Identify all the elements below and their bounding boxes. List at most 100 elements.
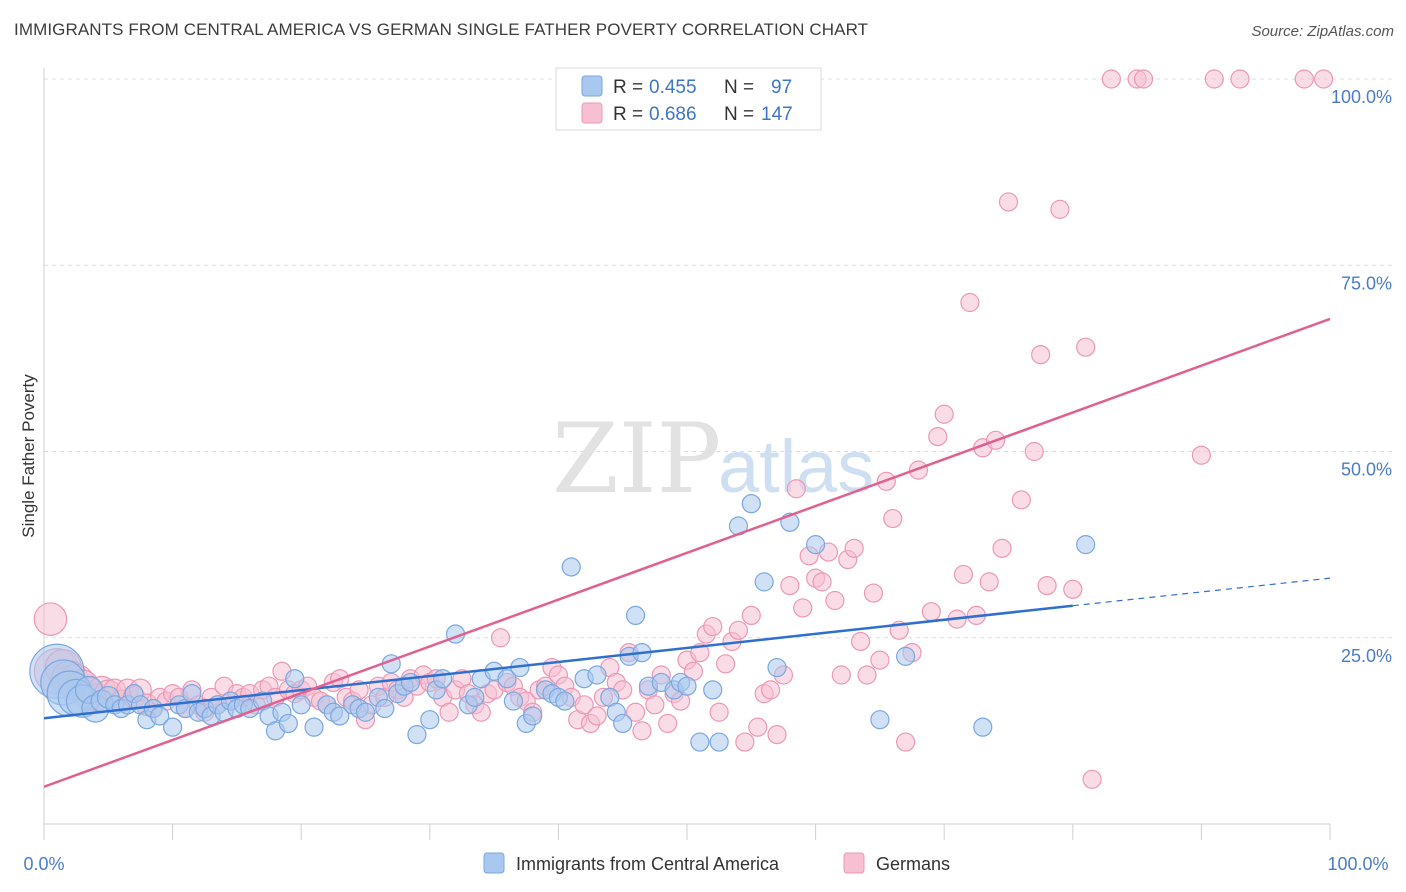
- central-america-point-75: [625, 605, 646, 626]
- central-america-point-34: [278, 713, 298, 734]
- trend-lines: [43, 317, 1331, 788]
- germans-point-160: [1204, 69, 1224, 89]
- bottom-legend-swatch-blue: [483, 852, 505, 874]
- central-america-point-17: [163, 717, 183, 737]
- germans-point-155: [1082, 769, 1102, 789]
- germans-point-161: [1230, 69, 1250, 89]
- legend-r-label-1: R =: [613, 77, 643, 98]
- germans-point-96: [658, 713, 678, 734]
- germans-point-152: [1050, 199, 1070, 219]
- germans-point-94: [645, 695, 665, 715]
- germans-point-91: [625, 702, 646, 722]
- y-axis-label: Single Father Poverty: [19, 374, 38, 538]
- x-tick-label-max: 100.0%: [1327, 854, 1388, 874]
- y-tick-label-75: 75.0%: [1341, 273, 1392, 293]
- legend-r-label-2: R =: [613, 104, 643, 125]
- chart-title: IMMIGRANTS FROM CENTRAL AMERICA VS GERMA…: [14, 20, 869, 39]
- legend-swatch-pink: [581, 102, 603, 124]
- legend-swatch-blue: [581, 75, 603, 97]
- central-america-point-73: [613, 713, 633, 734]
- central-america-point-86: [741, 494, 761, 514]
- legend-n-label-2: N =: [724, 104, 754, 125]
- central-america-point-50: [407, 724, 427, 745]
- y-tick-label-100: 100.0%: [1331, 87, 1392, 107]
- central-america-point-20: [182, 684, 202, 704]
- legend-n-value-1: 97: [771, 77, 792, 98]
- germans-point-104: [709, 702, 729, 722]
- germans-point-122: [825, 590, 845, 611]
- germans-point-163: [1313, 69, 1334, 89]
- germans-point-103: [703, 616, 723, 637]
- trend-line-central-america: [43, 604, 1073, 720]
- germans-point-150: [1031, 345, 1051, 365]
- central-america-point-36: [291, 695, 311, 715]
- bottom-legend-swatch-pink: [843, 852, 865, 874]
- germans-point-120: [812, 572, 832, 592]
- germans-point-116: [786, 479, 806, 499]
- central-america-point-81: [677, 676, 697, 696]
- germans-point-135: [908, 460, 929, 480]
- germans-point-70: [490, 628, 511, 648]
- central-america-point-53: [433, 669, 453, 689]
- germans-point-112: [760, 680, 781, 700]
- central-america-point-70: [587, 665, 607, 685]
- germans-point-162: [1294, 69, 1314, 89]
- germans-point-137: [928, 427, 948, 447]
- germans-point-158: [1133, 69, 1154, 89]
- germans-point-127: [857, 665, 877, 685]
- central-america-point-92: [896, 646, 916, 666]
- central-america-point-43: [355, 702, 376, 722]
- germans-point-136: [921, 602, 941, 622]
- germans-point-131: [883, 508, 903, 529]
- y-tick-label-50: 50.0%: [1341, 460, 1392, 480]
- germans-point-107: [728, 620, 749, 640]
- bottom-legend: Immigrants from Central America Germans: [483, 852, 950, 874]
- bottom-legend-label-blue: Immigrants from Central America: [516, 854, 780, 874]
- central-america-point-45: [375, 698, 395, 719]
- central-america-point-91: [870, 710, 890, 730]
- y-tick-label-25: 25.0%: [1341, 646, 1392, 666]
- central-america-point-93: [973, 717, 993, 737]
- central-america-point-59: [497, 669, 517, 689]
- central-america-point-67: [555, 691, 575, 711]
- x-ticks: [43, 824, 1331, 840]
- bottom-legend-label-pink: Germans: [876, 854, 950, 874]
- legend-r-value-2: 0.686: [649, 104, 697, 125]
- central-america-point-87: [754, 572, 774, 592]
- legend-r-value-1: 0.455: [649, 77, 697, 98]
- y-tick-labels: 25.0% 50.0% 75.0% 100.0%: [1331, 87, 1392, 666]
- germans-point-141: [960, 292, 980, 313]
- germans-point-117: [793, 598, 813, 618]
- trend-line-germans: [43, 317, 1331, 788]
- central-america-point-37: [304, 717, 324, 737]
- germans-point-85: [587, 706, 607, 726]
- germans-point-159: [1191, 445, 1212, 465]
- central-america-point-40: [330, 706, 350, 726]
- legend-n-label-1: N =: [724, 77, 754, 98]
- germans-point-140: [953, 564, 974, 585]
- germans-point-83: [574, 695, 594, 715]
- central-america-point-56: [465, 687, 485, 707]
- germans-point-62: [439, 702, 459, 722]
- grid-lines: [44, 78, 1392, 639]
- germans-point-138: [934, 404, 954, 424]
- central-america-point-83: [703, 680, 723, 700]
- central-america-point-68: [561, 557, 581, 577]
- germans-point-146: [992, 538, 1012, 558]
- germans-point-151: [1037, 575, 1057, 596]
- germans-point-125: [844, 538, 864, 558]
- x-tick-label-min: 0.0%: [23, 854, 64, 874]
- germans-point-123: [831, 665, 851, 685]
- germans-point-109: [741, 605, 761, 626]
- germans-point-148: [1011, 490, 1031, 510]
- central-america-point-49: [400, 672, 421, 693]
- watermark-zip: ZIP: [552, 403, 721, 515]
- legend-box: R = 0.455 N = 97 R = 0.686 N = 147: [555, 67, 822, 131]
- germans-point-108: [735, 732, 755, 752]
- germans-point-147: [998, 192, 1019, 212]
- central-america-point-63: [523, 706, 543, 726]
- source-label: Source: ZipAtlas.com: [1251, 23, 1394, 40]
- series-central-america-points: [29, 494, 1096, 752]
- central-america-point-94: [1076, 535, 1096, 555]
- central-america-point-51: [420, 710, 440, 730]
